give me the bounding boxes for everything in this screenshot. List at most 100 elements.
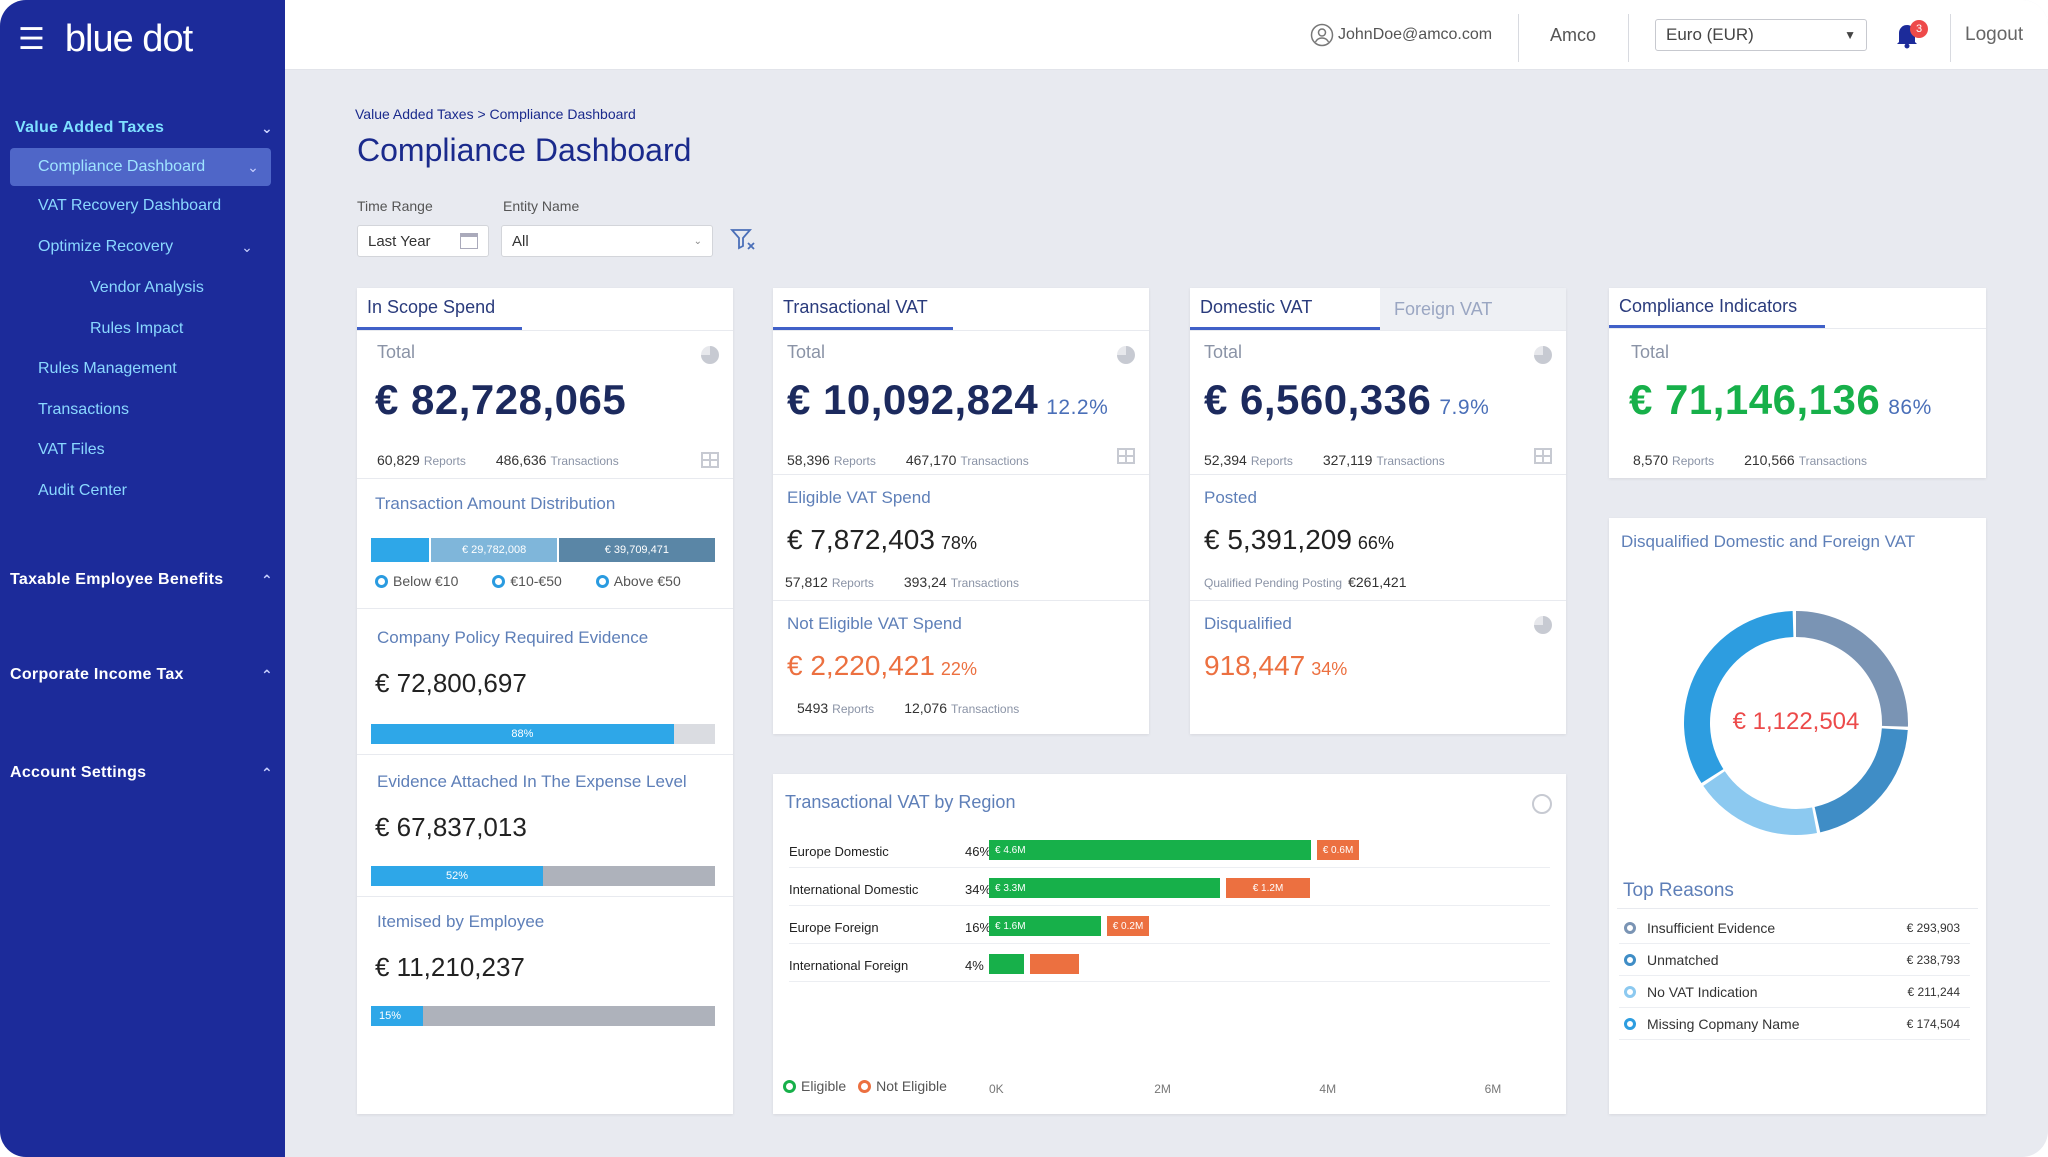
sidebar-item-vendor-analysis[interactable]: Vendor Analysis <box>0 271 285 305</box>
legend-label: €10-€50 <box>510 573 562 589</box>
reason-value: € 293,903 <box>1906 921 1960 935</box>
sidebar-item-label: Optimize Recovery <box>38 238 174 255</box>
reason-value: € 238,793 <box>1906 953 1960 967</box>
transactions-count: 12,076 <box>904 700 948 716</box>
sidebar-item-vat-files[interactable]: VAT Files <box>0 433 285 467</box>
sidebar-group-account-settings[interactable]: Account Settings ⌃ <box>0 756 285 790</box>
progress-track <box>543 866 715 886</box>
pie-chart-icon[interactable] <box>1117 346 1135 364</box>
pie-chart-icon[interactable] <box>1534 346 1552 364</box>
axis-tick-label: 4M <box>1319 1082 1337 1096</box>
pending-label: Qualified Pending Posting <box>1204 576 1343 590</box>
sidebar-group-corporate-income-tax[interactable]: Corporate Income Tax ⌃ <box>0 658 285 692</box>
reason-row[interactable]: Unmatched € 238,793 <box>1619 944 1970 976</box>
transactions-label: Transactions <box>1376 454 1445 468</box>
donut-slice[interactable] <box>1796 611 1908 727</box>
table-icon[interactable] <box>701 452 719 468</box>
reason-row[interactable]: Insufficient Evidence € 293,903 <box>1619 912 1970 944</box>
notification-badge: 3 <box>1910 20 1928 38</box>
not-eligible-amount: € 2,220,421 <box>787 650 935 681</box>
globe-icon[interactable] <box>1532 794 1552 814</box>
reports-count: 58,396 <box>787 452 830 468</box>
disqualified-amount: 918,447 <box>1204 650 1306 681</box>
region-row: International Foreign 4% <box>789 950 1550 982</box>
reason-name: Missing Copmany Name <box>1647 1016 1800 1032</box>
currency-select[interactable]: Euro (EUR) ▼ <box>1655 19 1867 51</box>
legend-eligible: Eligible <box>783 1078 846 1094</box>
pie-chart-icon[interactable] <box>1534 616 1552 634</box>
table-icon[interactable] <box>1117 448 1135 464</box>
eligible-pct: 78% <box>940 533 977 553</box>
not-eligible-bar[interactable]: € 0.6M <box>1317 840 1359 860</box>
eligible-bar[interactable]: € 4.6M <box>989 840 1311 860</box>
tab-transactional-vat[interactable]: Transactional VAT <box>773 288 953 330</box>
progress-track <box>422 1006 715 1026</box>
entity-name-select[interactable]: All ⌄ <box>501 225 713 257</box>
table-icon[interactable] <box>1534 448 1552 464</box>
breadcrumb[interactable]: Value Added Taxes > Compliance Dashboard <box>355 106 636 122</box>
not-eligible-bar[interactable] <box>1030 954 1079 974</box>
eligible-bar[interactable] <box>989 954 1024 974</box>
eligible-amount: € 7,872,403 <box>787 524 935 555</box>
posted-amount: € 5,391,209 <box>1204 524 1352 555</box>
sidebar-group-vat[interactable]: Value Added Taxes ⌄ <box>0 111 285 145</box>
region-pct: 34% <box>965 882 992 897</box>
tab-compliance-indicators[interactable]: Compliance Indicators <box>1609 288 1825 328</box>
total-label: Total <box>377 342 416 362</box>
sidebar-item-vat-recovery[interactable]: VAT Recovery Dashboard <box>0 189 285 223</box>
donut-slice[interactable] <box>1684 611 1794 784</box>
domestic-vat-card: Domestic VAT Foreign VAT Total € 6,560,3… <box>1190 288 1566 734</box>
not-eligible-value: € 2,220,421 22% <box>787 650 977 682</box>
sidebar-item-audit-center[interactable]: Audit Center <box>0 474 285 508</box>
not-eligible-bar[interactable]: € 0.2M <box>1107 916 1149 936</box>
chevron-down-icon: ⌄ <box>241 238 253 255</box>
sidebar-item-label: VAT Files <box>38 441 105 458</box>
region-name: Europe Foreign <box>789 920 879 935</box>
hamburger-menu-icon[interactable]: ☰ <box>18 22 45 56</box>
sidebar-item-rules-management[interactable]: Rules Management <box>0 352 285 386</box>
divider <box>1518 14 1519 62</box>
notifications-button[interactable]: 3 <box>1890 0 1928 70</box>
attached-progress: 52% <box>371 866 715 886</box>
sidebar-group-employee-benefits[interactable]: Taxable Employee Benefits ⌃ <box>0 563 285 597</box>
reason-row[interactable]: Missing Copmany Name € 174,504 <box>1619 1008 1970 1040</box>
tab-domestic-vat[interactable]: Domestic VAT <box>1190 288 1380 330</box>
user-account[interactable]: JohnDoe@amco.com <box>1310 0 1492 70</box>
reason-row[interactable]: No VAT Indication € 211,244 <box>1619 976 1970 1008</box>
distribution-segment[interactable]: € 39,709,471 <box>556 538 715 562</box>
not-eligible-bar[interactable]: € 1.2M <box>1226 878 1310 898</box>
distribution-segment[interactable]: € 29,782,008 <box>429 538 557 562</box>
sidebar-item-transactions[interactable]: Transactions <box>0 393 285 427</box>
chevron-up-icon: ⌃ <box>260 666 274 683</box>
pie-chart-icon[interactable] <box>701 346 719 364</box>
total-label: Total <box>1204 342 1243 362</box>
eligible-bar[interactable]: € 3.3M <box>989 878 1220 898</box>
sidebar-group-label: Corporate Income Tax <box>10 666 184 683</box>
attached-title: Evidence Attached In The Expense Level <box>377 772 687 791</box>
time-range-input[interactable]: Last Year <box>357 225 489 257</box>
logout-link[interactable]: Logout <box>1965 24 2024 45</box>
sidebar-item-label: Audit Center <box>38 482 127 499</box>
donut-slice[interactable] <box>1703 771 1817 835</box>
eligible-bar[interactable]: € 1.6M <box>989 916 1101 936</box>
legend-not-eligible-label: Not Eligible <box>876 1078 947 1094</box>
sidebar-item-rules-impact[interactable]: Rules Impact <box>0 312 285 346</box>
chevron-up-icon: ⌃ <box>260 571 274 588</box>
sidebar-item-compliance-dashboard[interactable]: Compliance Dashboard ⌄ <box>10 148 271 186</box>
divider <box>1190 600 1566 601</box>
sidebar-group-label: Account Settings <box>10 764 147 781</box>
total-amount: € 10,092,824 <box>787 376 1039 423</box>
total-amount: € 82,728,065 <box>375 376 627 423</box>
donut-slice[interactable] <box>1814 728 1908 833</box>
reason-value: € 174,504 <box>1906 1017 1960 1031</box>
tab-in-scope-spend[interactable]: In Scope Spend <box>357 288 522 330</box>
tab-foreign-vat[interactable]: Foreign VAT <box>1380 288 1566 330</box>
disqualified-pct: 34% <box>1311 659 1348 679</box>
reports-count: 60,829 <box>377 452 420 468</box>
clear-filter-icon[interactable] <box>729 226 757 254</box>
company-selector[interactable]: Amco <box>1550 24 1597 45</box>
not-eligible-counts: 5493 Reports 12,076 Transactions <box>797 700 1049 716</box>
reason-value: € 211,244 <box>1907 985 1961 999</box>
sidebar-item-optimize-recovery[interactable]: Optimize Recovery ⌄ <box>0 230 285 264</box>
distribution-segment[interactable] <box>371 538 430 562</box>
